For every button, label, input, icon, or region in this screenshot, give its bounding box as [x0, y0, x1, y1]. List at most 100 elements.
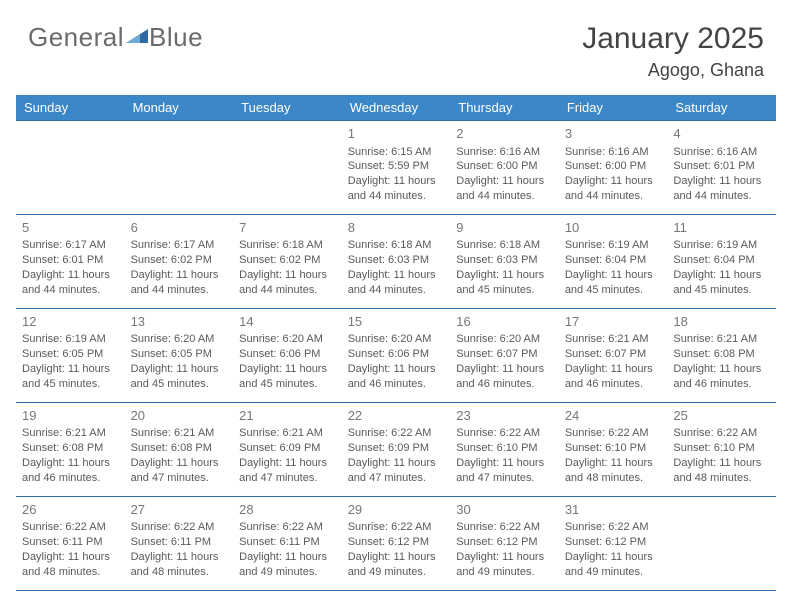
sunset-line: Sunset: 6:09 PM: [239, 441, 336, 456]
day-number: 21: [239, 407, 336, 425]
daylight-line: Daylight: 11 hours and 47 minutes.: [456, 456, 553, 486]
day-number: 30: [456, 501, 553, 519]
dow-row: Sunday Monday Tuesday Wednesday Thursday…: [16, 95, 776, 121]
day-number: 5: [22, 219, 119, 237]
sunset-line: Sunset: 6:05 PM: [131, 347, 228, 362]
day-number: 7: [239, 219, 336, 237]
sunrise-line: Sunrise: 6:16 AM: [673, 145, 770, 160]
sunrise-line: Sunrise: 6:21 AM: [131, 426, 228, 441]
day-cell: 29Sunrise: 6:22 AMSunset: 6:12 PMDayligh…: [342, 496, 451, 590]
sunrise-line: Sunrise: 6:20 AM: [456, 332, 553, 347]
sunset-line: Sunset: 6:04 PM: [673, 253, 770, 268]
day-cell: 21Sunrise: 6:21 AMSunset: 6:09 PMDayligh…: [233, 402, 342, 496]
daylight-line: Daylight: 11 hours and 46 minutes.: [348, 362, 445, 392]
sunset-line: Sunset: 6:11 PM: [22, 535, 119, 550]
sunrise-line: Sunrise: 6:22 AM: [239, 520, 336, 535]
daylight-line: Daylight: 11 hours and 44 minutes.: [673, 174, 770, 204]
day-cell: 15Sunrise: 6:20 AMSunset: 6:06 PMDayligh…: [342, 308, 451, 402]
day-cell: [125, 121, 234, 215]
day-cell: 4 Sunrise: 6:16 AMSunset: 6:01 PMDaylight…: [667, 121, 776, 215]
logo-text-2: Blue: [149, 22, 203, 53]
dow-monday: Monday: [125, 95, 234, 121]
daylight-line: Daylight: 11 hours and 45 minutes.: [673, 268, 770, 298]
day-number: 22: [348, 407, 445, 425]
sunrise-line: Sunrise: 6:21 AM: [22, 426, 119, 441]
sunrise-line: Sunrise: 6:21 AM: [673, 332, 770, 347]
sunset-line: Sunset: 6:09 PM: [348, 441, 445, 456]
day-cell: 10Sunrise: 6:19 AMSunset: 6:04 PMDayligh…: [559, 214, 668, 308]
sunrise-line: Sunrise: 6:18 AM: [456, 238, 553, 253]
sunrise-line: Sunrise: 6:22 AM: [673, 426, 770, 441]
day-number: 18: [673, 313, 770, 331]
day-number: 14: [239, 313, 336, 331]
day-cell: 11Sunrise: 6:19 AMSunset: 6:04 PMDayligh…: [667, 214, 776, 308]
header: General Blue January 2025 Agogo, Ghana: [0, 0, 792, 89]
sunset-line: Sunset: 6:06 PM: [239, 347, 336, 362]
day-number: 24: [565, 407, 662, 425]
day-cell: 13Sunrise: 6:20 AMSunset: 6:05 PMDayligh…: [125, 308, 234, 402]
daylight-line: Daylight: 11 hours and 44 minutes.: [348, 174, 445, 204]
daylight-line: Daylight: 11 hours and 44 minutes.: [239, 268, 336, 298]
sunset-line: Sunset: 6:07 PM: [456, 347, 553, 362]
day-cell: 16Sunrise: 6:20 AMSunset: 6:07 PMDayligh…: [450, 308, 559, 402]
sunset-line: Sunset: 6:05 PM: [22, 347, 119, 362]
sunrise-line: Sunrise: 6:19 AM: [565, 238, 662, 253]
day-cell: 22Sunrise: 6:22 AMSunset: 6:09 PMDayligh…: [342, 402, 451, 496]
dow-thursday: Thursday: [450, 95, 559, 121]
sunset-line: Sunset: 6:10 PM: [565, 441, 662, 456]
week-row: 12Sunrise: 6:19 AMSunset: 6:05 PMDayligh…: [16, 308, 776, 402]
sunset-line: Sunset: 6:10 PM: [456, 441, 553, 456]
day-cell: 17Sunrise: 6:21 AMSunset: 6:07 PMDayligh…: [559, 308, 668, 402]
day-number: 13: [131, 313, 228, 331]
sunrise-line: Sunrise: 6:19 AM: [673, 238, 770, 253]
day-number: 31: [565, 501, 662, 519]
dow-friday: Friday: [559, 95, 668, 121]
sunrise-line: Sunrise: 6:22 AM: [348, 426, 445, 441]
sunrise-line: Sunrise: 6:22 AM: [131, 520, 228, 535]
day-cell: 3Sunrise: 6:16 AMSunset: 6:00 PMDaylight…: [559, 121, 668, 215]
sunrise-line: Sunrise: 6:20 AM: [239, 332, 336, 347]
day-cell: [233, 121, 342, 215]
day-number: 4: [673, 125, 770, 143]
sunset-line: Sunset: 6:00 PM: [565, 159, 662, 174]
week-row: 26 Sunrise: 6:22 AM Sunset: 6:11 PM Dayligh…: [16, 496, 776, 590]
logo-mark-icon: [126, 20, 148, 51]
daylight-line: Daylight: 11 hours and 46 minutes.: [565, 362, 662, 392]
day-cell: [16, 121, 125, 215]
sunrise-line: Sunrise: 6:22 AM: [348, 520, 445, 535]
day-number: 26: [22, 501, 119, 519]
daylight-line: Daylight: 11 hours and 46 minutes.: [673, 362, 770, 392]
day-cell: 5Sunrise: 6:17 AMSunset: 6:01 PMDaylight…: [16, 214, 125, 308]
sunset-line: Sunset: 5:59 PM: [348, 159, 445, 174]
sunset-line: Sunset: 6:08 PM: [131, 441, 228, 456]
sunset-line: Sunset: 6:02 PM: [239, 253, 336, 268]
day-number: 8: [348, 219, 445, 237]
logo: General Blue: [28, 22, 203, 53]
daylight-line: Daylight: 11 hours and 45 minutes.: [131, 362, 228, 392]
day-number: 29: [348, 501, 445, 519]
week-row: 19Sunrise: 6:21 AMSunset: 6:08 PMDayligh…: [16, 402, 776, 496]
day-cell: 31Sunrise: 6:22 AMSunset: 6:12 PMDayligh…: [559, 496, 668, 590]
day-cell: 24Sunrise: 6:22 AMSunset: 6:10 PMDayligh…: [559, 402, 668, 496]
day-number: 3: [565, 125, 662, 143]
day-number: 20: [131, 407, 228, 425]
sunset-line: Sunset: 6:06 PM: [348, 347, 445, 362]
day-number: 23: [456, 407, 553, 425]
daylight-line: Daylight: 11 hours and 47 minutes.: [239, 456, 336, 486]
day-number: 1: [348, 125, 445, 143]
day-cell: 18Sunrise: 6:21 AMSunset: 6:08 PMDayligh…: [667, 308, 776, 402]
sunset-line: Sunset: 6:02 PM: [131, 253, 228, 268]
daylight-line: Daylight: 11 hours and 49 minutes.: [456, 550, 553, 580]
sunset-line: Sunset: 6:01 PM: [673, 159, 770, 174]
day-cell: 14Sunrise: 6:20 AMSunset: 6:06 PMDayligh…: [233, 308, 342, 402]
sunrise-line: Sunrise: 6:18 AM: [348, 238, 445, 253]
day-cell: 20Sunrise: 6:21 AMSunset: 6:08 PMDayligh…: [125, 402, 234, 496]
sunrise-line: Sunrise: 6:17 AM: [131, 238, 228, 253]
daylight-line: Daylight: 11 hours and 44 minutes.: [348, 268, 445, 298]
day-cell: 9Sunrise: 6:18 AMSunset: 6:03 PMDaylight…: [450, 214, 559, 308]
sunset-line: Sunset: 6:04 PM: [565, 253, 662, 268]
daylight-line: Daylight: 11 hours and 44 minutes.: [131, 268, 228, 298]
daylight-line: Daylight: 11 hours and 45 minutes.: [239, 362, 336, 392]
sunrise-line: Sunrise: 6:16 AM: [565, 145, 662, 160]
sunset-line: Sunset: 6:12 PM: [456, 535, 553, 550]
